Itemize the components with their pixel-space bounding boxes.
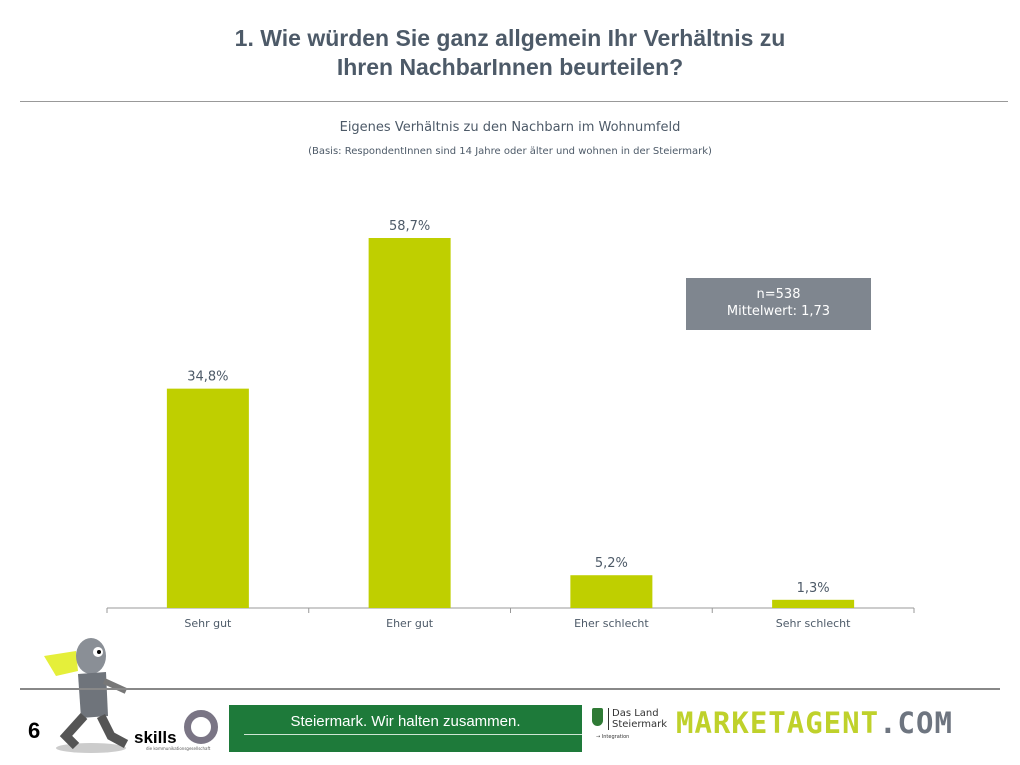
category-label: Sehr schlecht xyxy=(776,617,851,630)
banner-line xyxy=(244,734,582,735)
marketagent-logo: MARKETAGENT.COM xyxy=(676,706,953,740)
land-steiermark-logo: Das Land Steiermark xyxy=(608,708,667,730)
skills-logo: skills xyxy=(134,728,177,747)
mean-value: Mittelwert: 1,73 xyxy=(726,304,831,319)
bar-chart: 34,8% Sehr gut 58,7% Eher gut 5,2% Eher schle… xyxy=(106,219,915,630)
category-label: Eher schlecht xyxy=(574,617,649,630)
skills-tagline: die kommunikationsgesellschaft xyxy=(146,746,211,751)
steiermark-banner: Steiermark. Wir halten zusammen. xyxy=(229,705,582,752)
land-line-1: Das Land xyxy=(612,708,659,719)
category-label: Sehr gut xyxy=(184,617,232,630)
page-number: 6 xyxy=(28,718,41,743)
brand-part-2: .COM xyxy=(879,706,953,740)
title-line-1: 1. Wie würden Sie ganz allgemein Ihr Ver… xyxy=(234,25,786,51)
data-label: 1,3% xyxy=(797,581,830,596)
chart-subtitle: (Basis: RespondentInnen sind 14 Jahre od… xyxy=(308,146,712,157)
bar xyxy=(368,238,451,608)
bar xyxy=(166,388,249,608)
brand-part-1: MARKETAGENT xyxy=(676,706,880,740)
data-label: 34,8% xyxy=(187,370,228,385)
steiermark-crest-icon xyxy=(592,708,603,726)
bar xyxy=(772,599,855,608)
bar xyxy=(570,575,653,608)
page-title: 1. Wie würden Sie ganz allgemein Ihr Ver… xyxy=(0,24,1020,82)
category-label: Eher gut xyxy=(386,617,434,630)
chart-title: Eigenes Verhältnis zu den Nachbarn im Wo… xyxy=(339,120,681,135)
stat-box: n=538 Mittelwert: 1,73 xyxy=(686,278,871,330)
data-label: 58,7% xyxy=(389,219,430,234)
footer-divider xyxy=(20,688,1000,690)
mascot-image xyxy=(44,638,129,753)
divider xyxy=(20,101,1008,102)
skills-logo-ring xyxy=(184,710,218,744)
integration-label: → Integration xyxy=(596,734,630,740)
data-label: 5,2% xyxy=(595,556,628,571)
title-line-2: Ihren NachbarInnen beurteilen? xyxy=(336,54,684,80)
banner-text: Steiermark. Wir halten zusammen. xyxy=(290,713,521,730)
sample-size: n=538 xyxy=(756,287,801,302)
land-line-2: Steiermark xyxy=(612,719,668,730)
